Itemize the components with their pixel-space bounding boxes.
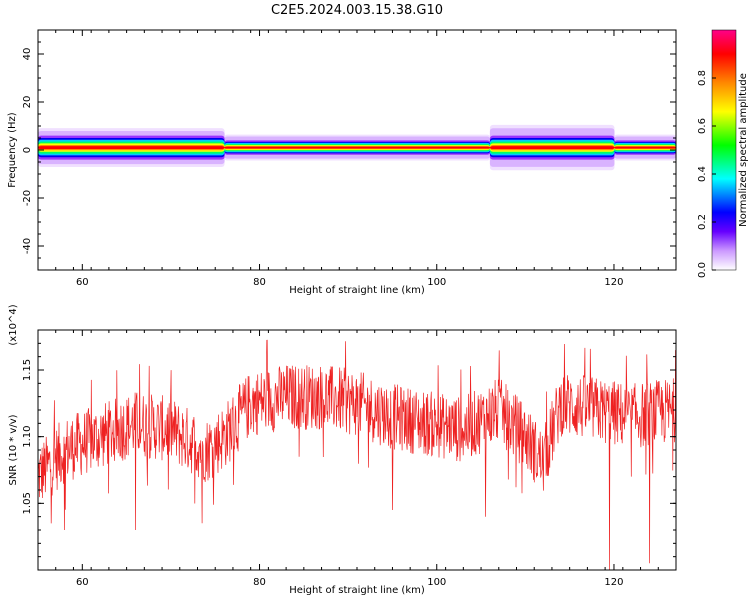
spectrogram-plot-area: [38, 124, 676, 171]
y-tick-label: 20: [22, 96, 33, 109]
spectrogram-ticks: 60 80 100 120 -40 -20 0 20 40: [22, 29, 677, 288]
spectrogram-xlabel: Height of straight line (km): [289, 285, 425, 296]
colorbar-tick-label: 0.4: [697, 166, 708, 182]
x-tick-label: 60: [76, 577, 89, 588]
spectrogram-panel: 60 80 100 120 -40 -20 0 20 40 Height of straight…: [7, 29, 677, 296]
band-segment: [489, 146, 615, 150]
y-tick-label: -40: [22, 238, 33, 254]
colorbar-tick-label: 0.8: [697, 70, 708, 86]
snr-plot-area: [38, 339, 676, 570]
y-tick-label: 1.10: [22, 426, 33, 448]
colorbar-tick-label: 0.6: [697, 118, 708, 134]
y-tick-label: 1.05: [22, 492, 33, 514]
y-tick-label: 40: [22, 48, 33, 61]
snr-scale-label: (x10^4): [8, 304, 19, 345]
snr-frame: [37, 329, 677, 571]
band-segment: [224, 146, 491, 149]
spectrogram-ylabel: Frequency (Hz): [7, 112, 18, 188]
x-tick-label: 100: [427, 577, 446, 588]
y-tick-label: -20: [22, 190, 33, 206]
band-segment: [613, 146, 676, 149]
colorbar: 0.0 0.2 0.4 0.6 0.8 Normalized spectral ampl…: [697, 29, 749, 278]
colorbar-tick-label: 0.2: [697, 214, 708, 230]
colorbar-label: Normalized spectral amplitude: [738, 73, 749, 227]
x-tick-label: 60: [76, 277, 89, 288]
y-tick-label: 1.15: [22, 359, 33, 381]
y-tick-label: 0: [22, 147, 33, 153]
x-tick-label: 100: [427, 277, 446, 288]
snr-xlabel: Height of straight line (km): [289, 585, 425, 596]
colorbar-ticks: 0.0 0.2 0.4 0.6 0.8: [697, 70, 716, 278]
snr-panel: 60 80 100 120 1.05 1.10 1.15 Height of straigh…: [8, 304, 677, 596]
colorbar-tick-label: 0.0: [697, 262, 708, 278]
snr-ylabel: SNR (10 * v/v): [8, 414, 19, 485]
snr-series-line: [38, 339, 676, 570]
colorbar-gradient: [711, 29, 737, 271]
x-tick-label: 120: [604, 577, 623, 588]
x-tick-label: 80: [253, 277, 266, 288]
x-tick-label: 80: [253, 577, 266, 588]
x-tick-label: 120: [604, 277, 623, 288]
band-segment: [38, 146, 225, 150]
snr-ticks: 60 80 100 120 1.05 1.10 1.15: [22, 330, 677, 588]
figure-title: C2E5.2024.003.15.38.G10: [271, 3, 443, 18]
